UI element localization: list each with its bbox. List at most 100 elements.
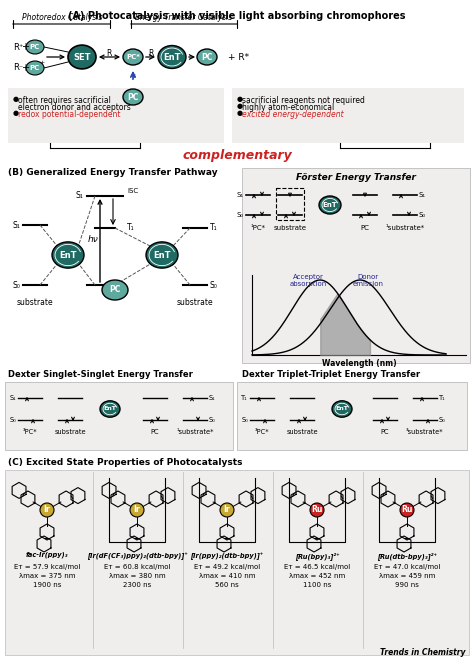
Text: S₁: S₁ bbox=[75, 192, 83, 201]
Text: complementary: complementary bbox=[182, 150, 292, 162]
Text: substrate: substrate bbox=[177, 298, 213, 307]
Text: redox potential-dependent: redox potential-dependent bbox=[18, 110, 120, 119]
Text: +: + bbox=[21, 42, 29, 52]
Text: PC: PC bbox=[151, 429, 159, 435]
Text: ●: ● bbox=[13, 110, 19, 116]
Text: Förster Energy Transfer: Förster Energy Transfer bbox=[296, 173, 416, 182]
Text: T₁: T₁ bbox=[127, 223, 135, 233]
Text: + R*: + R* bbox=[228, 53, 249, 61]
FancyBboxPatch shape bbox=[237, 382, 467, 450]
Text: R⁻: R⁻ bbox=[13, 63, 23, 72]
Text: ●: ● bbox=[13, 96, 19, 102]
FancyBboxPatch shape bbox=[242, 168, 470, 363]
Text: T₁: T₁ bbox=[241, 395, 248, 401]
Text: PC*: PC* bbox=[126, 54, 140, 60]
Text: fac-Ir(ppy)₃: fac-Ir(ppy)₃ bbox=[26, 552, 68, 559]
Text: substrate: substrate bbox=[273, 225, 307, 231]
Ellipse shape bbox=[197, 49, 217, 65]
Text: Energy Transfer Catalysis: Energy Transfer Catalysis bbox=[136, 13, 233, 22]
Text: S₁: S₁ bbox=[209, 395, 216, 401]
Text: substrate: substrate bbox=[54, 429, 86, 435]
Circle shape bbox=[310, 503, 324, 517]
Text: +: + bbox=[21, 63, 29, 73]
Text: S₁: S₁ bbox=[9, 395, 16, 401]
Text: SET: SET bbox=[73, 53, 91, 61]
Text: Wavelength (nm): Wavelength (nm) bbox=[322, 359, 396, 368]
Text: (B) Generalized Energy Transfer Pathway: (B) Generalized Energy Transfer Pathway bbox=[8, 168, 218, 177]
Text: λmax = 380 nm: λmax = 380 nm bbox=[109, 573, 165, 579]
Text: substrate: substrate bbox=[17, 298, 53, 307]
Ellipse shape bbox=[68, 45, 96, 69]
Text: S₀: S₀ bbox=[419, 212, 426, 218]
Text: S₀: S₀ bbox=[237, 212, 244, 218]
Text: 990 ns: 990 ns bbox=[395, 582, 419, 588]
Text: (C) Excited State Properties of Photocatalysts: (C) Excited State Properties of Photocat… bbox=[8, 458, 243, 467]
Ellipse shape bbox=[102, 280, 128, 300]
Text: ³PC*: ³PC* bbox=[255, 429, 269, 435]
Ellipse shape bbox=[123, 89, 143, 105]
Ellipse shape bbox=[26, 40, 44, 54]
Text: ¹substrate*: ¹substrate* bbox=[176, 429, 214, 435]
Text: substrate: substrate bbox=[286, 429, 318, 435]
Text: ●: ● bbox=[237, 103, 243, 109]
Text: S₀: S₀ bbox=[209, 417, 216, 423]
Text: ¹substrate*: ¹substrate* bbox=[385, 225, 425, 231]
Text: ISC: ISC bbox=[127, 188, 138, 194]
Text: S₁: S₁ bbox=[237, 192, 244, 198]
Text: T₁: T₁ bbox=[210, 223, 218, 233]
Text: Eᴛ = 57.9 kcal/mol: Eᴛ = 57.9 kcal/mol bbox=[14, 564, 80, 570]
Text: λmax = 410 nm: λmax = 410 nm bbox=[199, 573, 255, 579]
Text: electron donor and acceptors: electron donor and acceptors bbox=[18, 103, 131, 112]
Circle shape bbox=[40, 503, 54, 517]
Text: [Ru(bpy)₃]²⁺: [Ru(bpy)₃]²⁺ bbox=[295, 552, 339, 560]
Text: EnT: EnT bbox=[163, 53, 181, 61]
Ellipse shape bbox=[26, 61, 44, 75]
FancyBboxPatch shape bbox=[232, 88, 464, 143]
Ellipse shape bbox=[52, 242, 84, 268]
Circle shape bbox=[400, 503, 414, 517]
Ellipse shape bbox=[158, 45, 186, 68]
Text: R: R bbox=[106, 49, 112, 57]
Text: λmax = 375 nm: λmax = 375 nm bbox=[19, 573, 75, 579]
Text: excited energy-dependent: excited energy-dependent bbox=[242, 110, 344, 119]
Text: Ru: Ru bbox=[401, 505, 413, 515]
Ellipse shape bbox=[332, 401, 352, 417]
Text: [Ru(dtb-bpy)₃]²⁺: [Ru(dtb-bpy)₃]²⁺ bbox=[377, 552, 437, 560]
Bar bbox=[276, 188, 304, 220]
Text: T₁: T₁ bbox=[439, 395, 446, 401]
Text: S₀: S₀ bbox=[9, 417, 16, 423]
Text: R: R bbox=[148, 49, 154, 57]
Text: +: + bbox=[39, 59, 45, 65]
Text: EnT: EnT bbox=[336, 406, 348, 412]
Ellipse shape bbox=[123, 49, 143, 65]
Text: PC: PC bbox=[30, 44, 40, 50]
Text: Ru: Ru bbox=[311, 505, 323, 515]
Text: EnT: EnT bbox=[323, 202, 337, 208]
Text: Donor
emission: Donor emission bbox=[353, 274, 383, 287]
Text: Acceptor
absorption: Acceptor absorption bbox=[289, 274, 327, 287]
FancyBboxPatch shape bbox=[5, 470, 469, 655]
Text: Ir: Ir bbox=[134, 505, 140, 515]
Text: S₁: S₁ bbox=[419, 192, 426, 198]
Text: [Ir(dF(CF₃)ppy)₂(dtb-bpy)]⁺: [Ir(dF(CF₃)ppy)₂(dtb-bpy)]⁺ bbox=[87, 552, 187, 560]
Text: highly atom-economical: highly atom-economical bbox=[242, 103, 334, 112]
Circle shape bbox=[220, 503, 234, 517]
Text: S₀: S₀ bbox=[241, 417, 248, 423]
Text: EnT: EnT bbox=[103, 406, 117, 412]
Text: Eᴛ = 47.0 kcal/mol: Eᴛ = 47.0 kcal/mol bbox=[374, 564, 440, 570]
Text: ³PC*: ³PC* bbox=[23, 429, 37, 435]
Ellipse shape bbox=[100, 401, 120, 417]
Text: PC: PC bbox=[109, 285, 121, 295]
Text: sacrificial reagents not required: sacrificial reagents not required bbox=[242, 96, 365, 105]
Text: 1900 ns: 1900 ns bbox=[33, 582, 61, 588]
Text: hν: hν bbox=[88, 235, 99, 245]
Text: often requires sacrificial: often requires sacrificial bbox=[18, 96, 111, 105]
Text: PC: PC bbox=[361, 225, 369, 231]
Text: S₁: S₁ bbox=[12, 221, 20, 229]
Text: S₀: S₀ bbox=[439, 417, 446, 423]
Text: Ir: Ir bbox=[224, 505, 230, 515]
Text: ¹PC*: ¹PC* bbox=[250, 225, 265, 231]
Text: S₀: S₀ bbox=[210, 281, 218, 289]
Text: ●: ● bbox=[237, 110, 243, 116]
Text: λmax = 452 nm: λmax = 452 nm bbox=[289, 573, 345, 579]
